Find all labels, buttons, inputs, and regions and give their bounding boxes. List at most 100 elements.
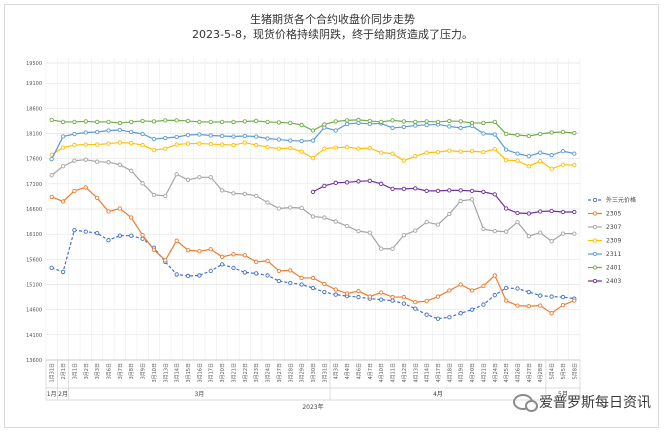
data-point xyxy=(469,307,475,312)
data-point xyxy=(197,119,202,125)
data-point xyxy=(140,181,145,186)
data-point xyxy=(367,178,372,183)
data-point xyxy=(197,175,202,180)
data-point xyxy=(367,294,372,299)
data-point xyxy=(458,149,463,154)
series-2403 xyxy=(310,178,577,216)
data-point xyxy=(151,247,157,252)
data-point xyxy=(129,168,134,173)
y-tick-label: 14600 xyxy=(26,308,42,314)
data-point xyxy=(560,209,566,215)
data-point xyxy=(515,219,520,225)
data-point xyxy=(265,136,270,141)
data-point xyxy=(344,144,350,150)
x-tick-label: 4月11日 xyxy=(391,363,397,383)
legend-label: 2403 xyxy=(606,278,621,285)
data-point xyxy=(242,191,247,197)
data-point xyxy=(310,275,316,281)
data-point xyxy=(185,118,191,124)
data-point xyxy=(458,119,463,124)
data-point xyxy=(435,316,441,321)
data-point xyxy=(83,142,88,147)
x-tick-label: 3月23日 xyxy=(254,363,260,383)
data-point xyxy=(356,117,361,123)
data-point xyxy=(572,231,577,236)
data-point xyxy=(265,119,270,125)
data-point xyxy=(117,120,123,126)
data-point xyxy=(344,180,350,185)
data-point xyxy=(83,130,88,135)
x-tick-label: 3月21日 xyxy=(231,363,237,383)
x-tick-label: 3月27日 xyxy=(277,363,283,383)
data-point xyxy=(231,142,236,148)
data-point xyxy=(458,198,463,204)
data-point xyxy=(367,230,372,235)
data-point xyxy=(447,288,452,293)
data-point xyxy=(424,122,429,128)
y-tick-label: 13600 xyxy=(26,358,42,364)
data-point xyxy=(49,117,54,123)
data-point xyxy=(310,156,316,161)
data-point xyxy=(356,294,361,300)
data-point xyxy=(94,231,100,236)
data-point xyxy=(333,128,338,133)
data-point xyxy=(185,273,191,279)
data-point xyxy=(435,188,441,194)
y-tick-label: 15100 xyxy=(26,283,42,289)
data-point xyxy=(242,253,247,258)
data-point xyxy=(174,118,179,123)
x-tick-label: 3月9日 xyxy=(141,363,147,379)
y-tick-label: 17100 xyxy=(26,182,42,188)
x-tick-label: 4月3日 xyxy=(334,363,340,379)
x-tick-label: 3月3日 xyxy=(95,363,101,379)
data-point xyxy=(538,150,543,155)
data-point xyxy=(299,275,304,281)
data-point xyxy=(129,119,134,125)
data-point xyxy=(60,164,66,169)
series-2305 xyxy=(49,185,577,316)
data-point xyxy=(379,297,384,302)
data-point xyxy=(208,175,213,180)
data-point xyxy=(310,128,316,133)
data-point xyxy=(197,132,202,137)
data-point xyxy=(72,227,77,233)
data-point xyxy=(424,188,429,194)
data-point xyxy=(151,147,157,153)
data-point xyxy=(503,206,509,211)
data-point xyxy=(503,131,509,137)
data-point xyxy=(72,188,77,194)
data-point xyxy=(390,298,395,303)
data-point xyxy=(356,228,361,234)
data-point xyxy=(515,210,520,216)
data-point xyxy=(231,265,236,271)
data-point xyxy=(117,127,123,133)
data-point xyxy=(276,120,282,125)
data-point xyxy=(379,290,384,295)
data-point xyxy=(72,142,77,148)
x-tick-label: 4月26日 xyxy=(516,363,522,383)
series-2401 xyxy=(49,117,577,139)
legend-marker xyxy=(592,224,598,230)
data-point xyxy=(481,283,486,289)
x-tick-label: 3月31日 xyxy=(322,363,328,383)
data-point xyxy=(538,131,543,137)
x-tick-label: 4月25日 xyxy=(504,363,510,383)
data-point xyxy=(231,191,236,196)
x-tick-label: 3月28日 xyxy=(288,363,294,383)
y-tick-label: 18600 xyxy=(26,106,42,112)
data-point xyxy=(379,181,384,186)
data-point xyxy=(344,121,350,127)
data-point xyxy=(492,146,497,152)
x-tick-label: 5月8日 xyxy=(572,363,578,379)
x-tick-label: 3月6日 xyxy=(106,363,112,379)
x-tick-label: 4月20日 xyxy=(470,363,476,383)
data-point xyxy=(560,302,566,308)
data-point xyxy=(322,146,327,151)
y-tick-label: 14100 xyxy=(26,333,42,339)
legend-marker xyxy=(592,211,598,216)
data-point xyxy=(219,254,225,259)
group-label: 3月 xyxy=(194,391,204,398)
data-point xyxy=(560,294,566,300)
data-point xyxy=(208,247,213,252)
